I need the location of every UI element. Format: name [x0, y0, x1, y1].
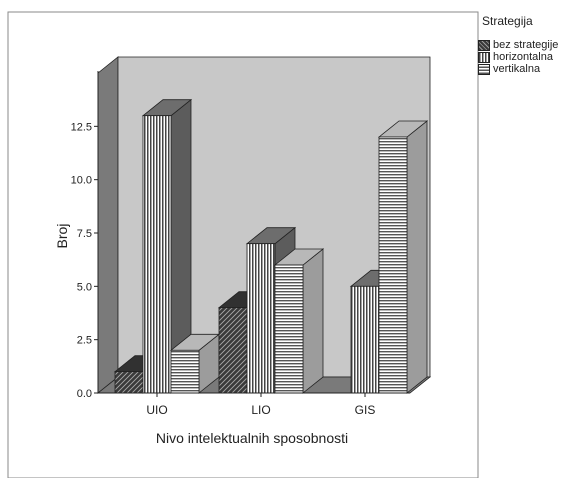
- x-axis-label: Nivo intelektualnih sposobnosti: [156, 430, 348, 446]
- bar-front: [378, 136, 408, 394]
- side-wall: [97, 56, 119, 394]
- x-tick-label: LIO: [251, 403, 270, 417]
- legend-item: horizontalna: [478, 51, 571, 63]
- bar-front: [218, 307, 248, 394]
- bar: [273, 248, 325, 394]
- legend-label: horizontalna: [493, 51, 553, 63]
- x-tick-label: GIS: [355, 403, 376, 417]
- bar-side: [406, 120, 428, 394]
- legend-item: vertikalna: [478, 63, 571, 75]
- y-axis-label: Broj: [54, 224, 70, 249]
- legend-title: Strategija: [482, 14, 533, 28]
- x-axis: UIO LIO GIS: [98, 392, 410, 417]
- x-tick-label: UIO: [146, 403, 167, 417]
- legend-item: bez strategije: [478, 39, 571, 51]
- legend-swatch: [478, 39, 490, 51]
- bar-front: [170, 349, 200, 394]
- legend-label: vertikalna: [493, 63, 541, 75]
- y-axis: 0.0 2.5 5.0 7.5 10.0 12.5: [71, 71, 99, 400]
- bar-side: [302, 248, 324, 394]
- legend-swatch: [478, 51, 490, 63]
- bar: [169, 333, 221, 394]
- bar-front: [114, 371, 144, 394]
- bar-front: [246, 243, 276, 394]
- bar: [377, 120, 429, 394]
- y-tick-label: 10.0: [71, 175, 92, 187]
- y-tick-label: 0.0: [77, 388, 92, 400]
- y-tick-label: 5.0: [77, 281, 92, 293]
- bar-front: [350, 285, 380, 394]
- legend-swatch: [478, 63, 490, 75]
- bars: [113, 98, 429, 394]
- y-tick-label: 12.5: [71, 121, 92, 133]
- legend-label: bez strategije: [493, 39, 559, 51]
- y-tick-label: 7.5: [77, 228, 92, 240]
- bar-front: [274, 264, 304, 394]
- bar-front: [142, 115, 172, 394]
- y-tick-label: 2.5: [77, 335, 92, 347]
- legend: Strategija bez strategije horizontalna ver…: [478, 14, 571, 75]
